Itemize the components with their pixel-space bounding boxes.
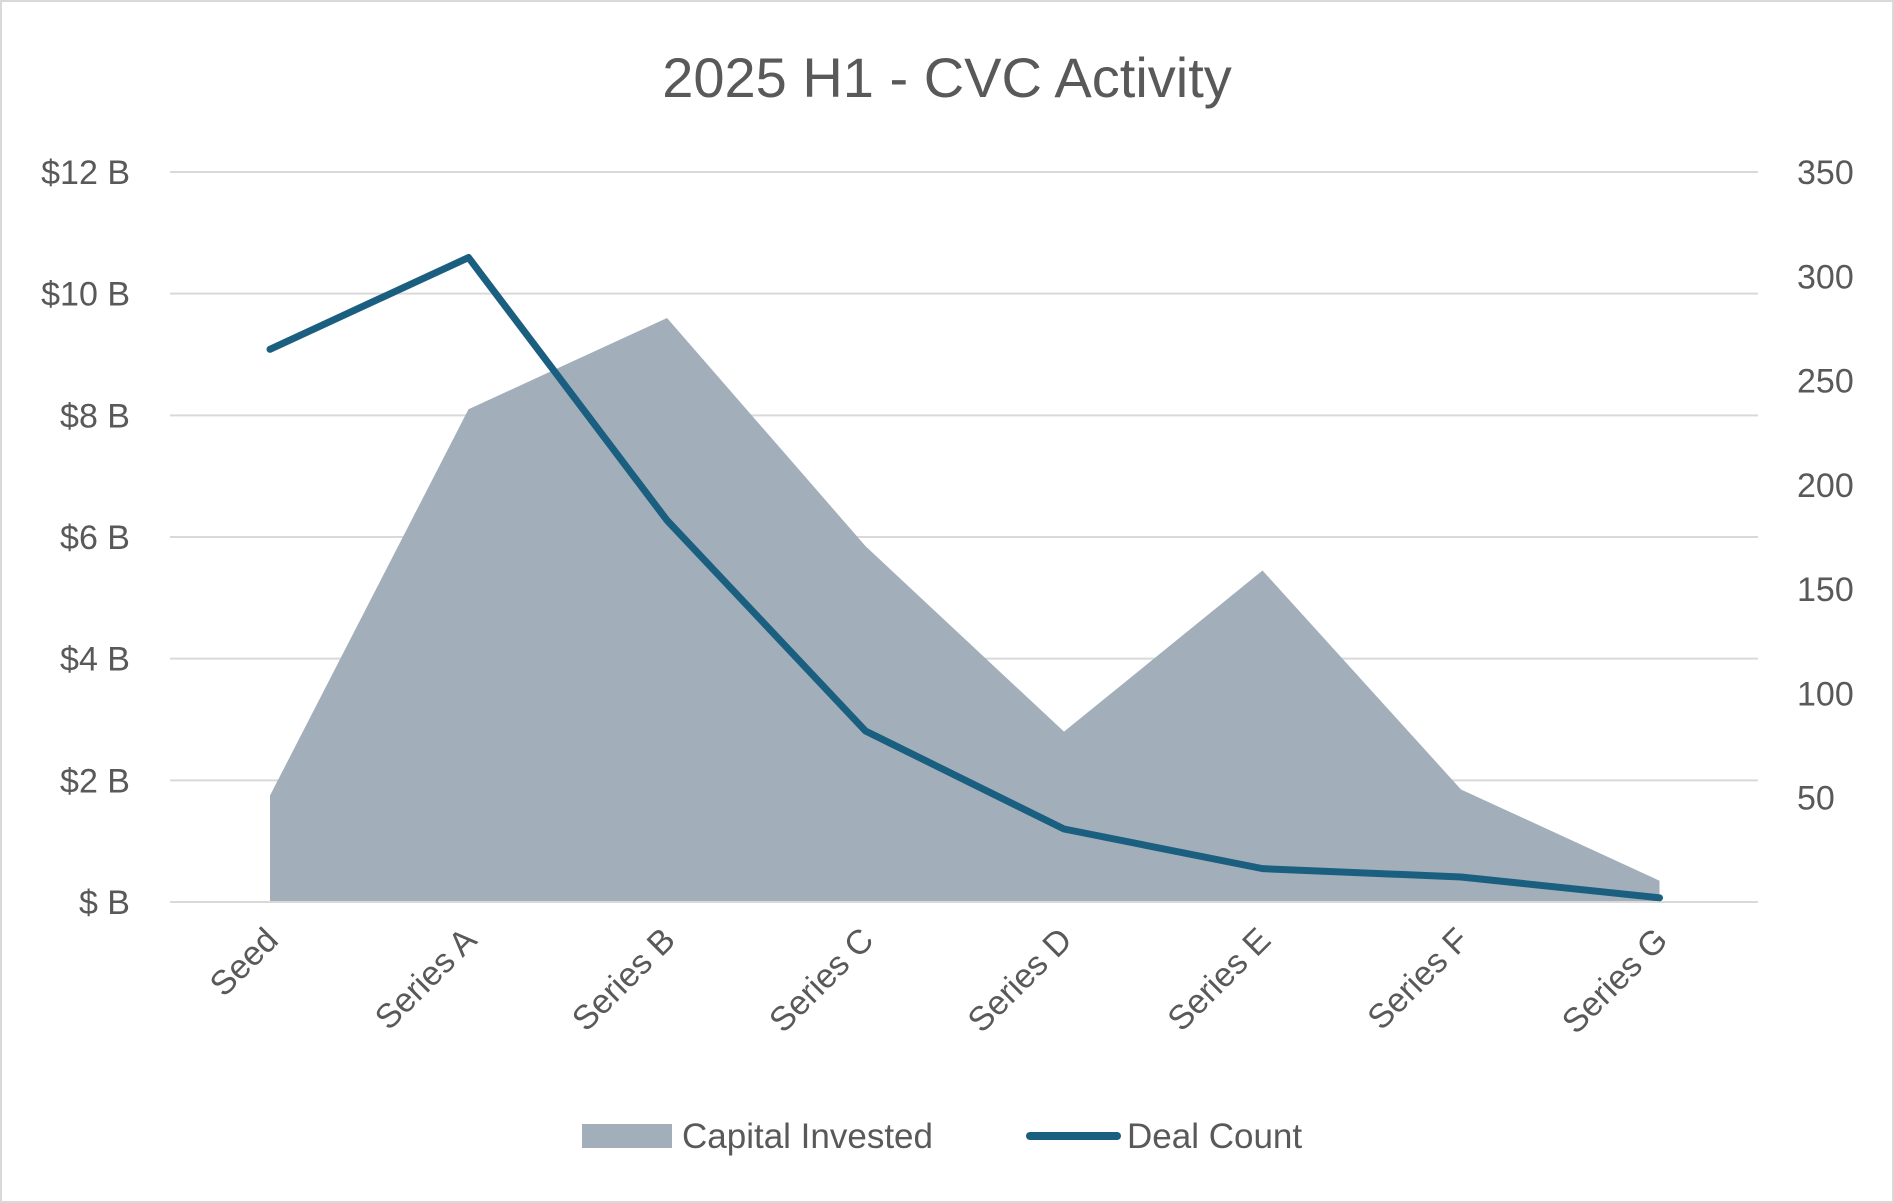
y-left-tick-label: $8 B xyxy=(60,397,130,435)
legend-swatch-capital-invested xyxy=(582,1124,672,1148)
x-tick-label: Series B xyxy=(565,921,683,1039)
x-tick-label: Series E xyxy=(1160,921,1278,1039)
y-right-tick-label: 250 xyxy=(1797,363,1854,401)
y-axis-right: 50 100 150 200 250 300 350 xyxy=(1797,154,1854,818)
y-right-tick-label: 50 xyxy=(1797,780,1835,818)
x-tick-label: Series G xyxy=(1555,921,1675,1041)
x-tick-label: Series F xyxy=(1360,921,1476,1037)
y-right-tick-label: 150 xyxy=(1797,571,1854,609)
y-right-tick-label: 300 xyxy=(1797,258,1854,296)
x-tick-label: Seed xyxy=(203,921,286,1004)
capital-invested-area xyxy=(270,318,1660,902)
y-left-tick-label: $6 B xyxy=(60,519,130,557)
y-left-tick-label: $12 B xyxy=(41,154,130,192)
x-tick-label: Series C xyxy=(762,921,881,1040)
y-left-tick-label: $4 B xyxy=(60,641,130,679)
x-axis: Seed Series A Series B Series C Series D Seri… xyxy=(203,921,1676,1042)
y-left-tick-label: $2 B xyxy=(60,762,130,800)
x-tick-label: Series A xyxy=(368,921,485,1038)
y-left-tick-label: $10 B xyxy=(41,276,130,314)
legend-label-capital-invested: Capital Invested xyxy=(682,1117,933,1156)
area-series-layer xyxy=(170,318,1758,903)
y-right-tick-label: 100 xyxy=(1797,675,1854,713)
line-series-layer xyxy=(266,254,1663,902)
y-right-tick-label: 200 xyxy=(1797,467,1854,505)
legend: Capital Invested Deal Count xyxy=(582,1117,1302,1156)
y-right-tick-label: 350 xyxy=(1797,154,1854,192)
deal-count-line xyxy=(266,254,1663,902)
x-tick-label: Series D xyxy=(961,921,1080,1040)
legend-label-deal-count: Deal Count xyxy=(1127,1117,1302,1156)
chart-title: 2025 H1 - CVC Activity xyxy=(662,46,1232,109)
y-axis-left: $ B $2 B $4 B $6 B $8 B $10 B $12 B xyxy=(41,154,130,922)
y-left-tick-label: $ B xyxy=(79,884,130,922)
